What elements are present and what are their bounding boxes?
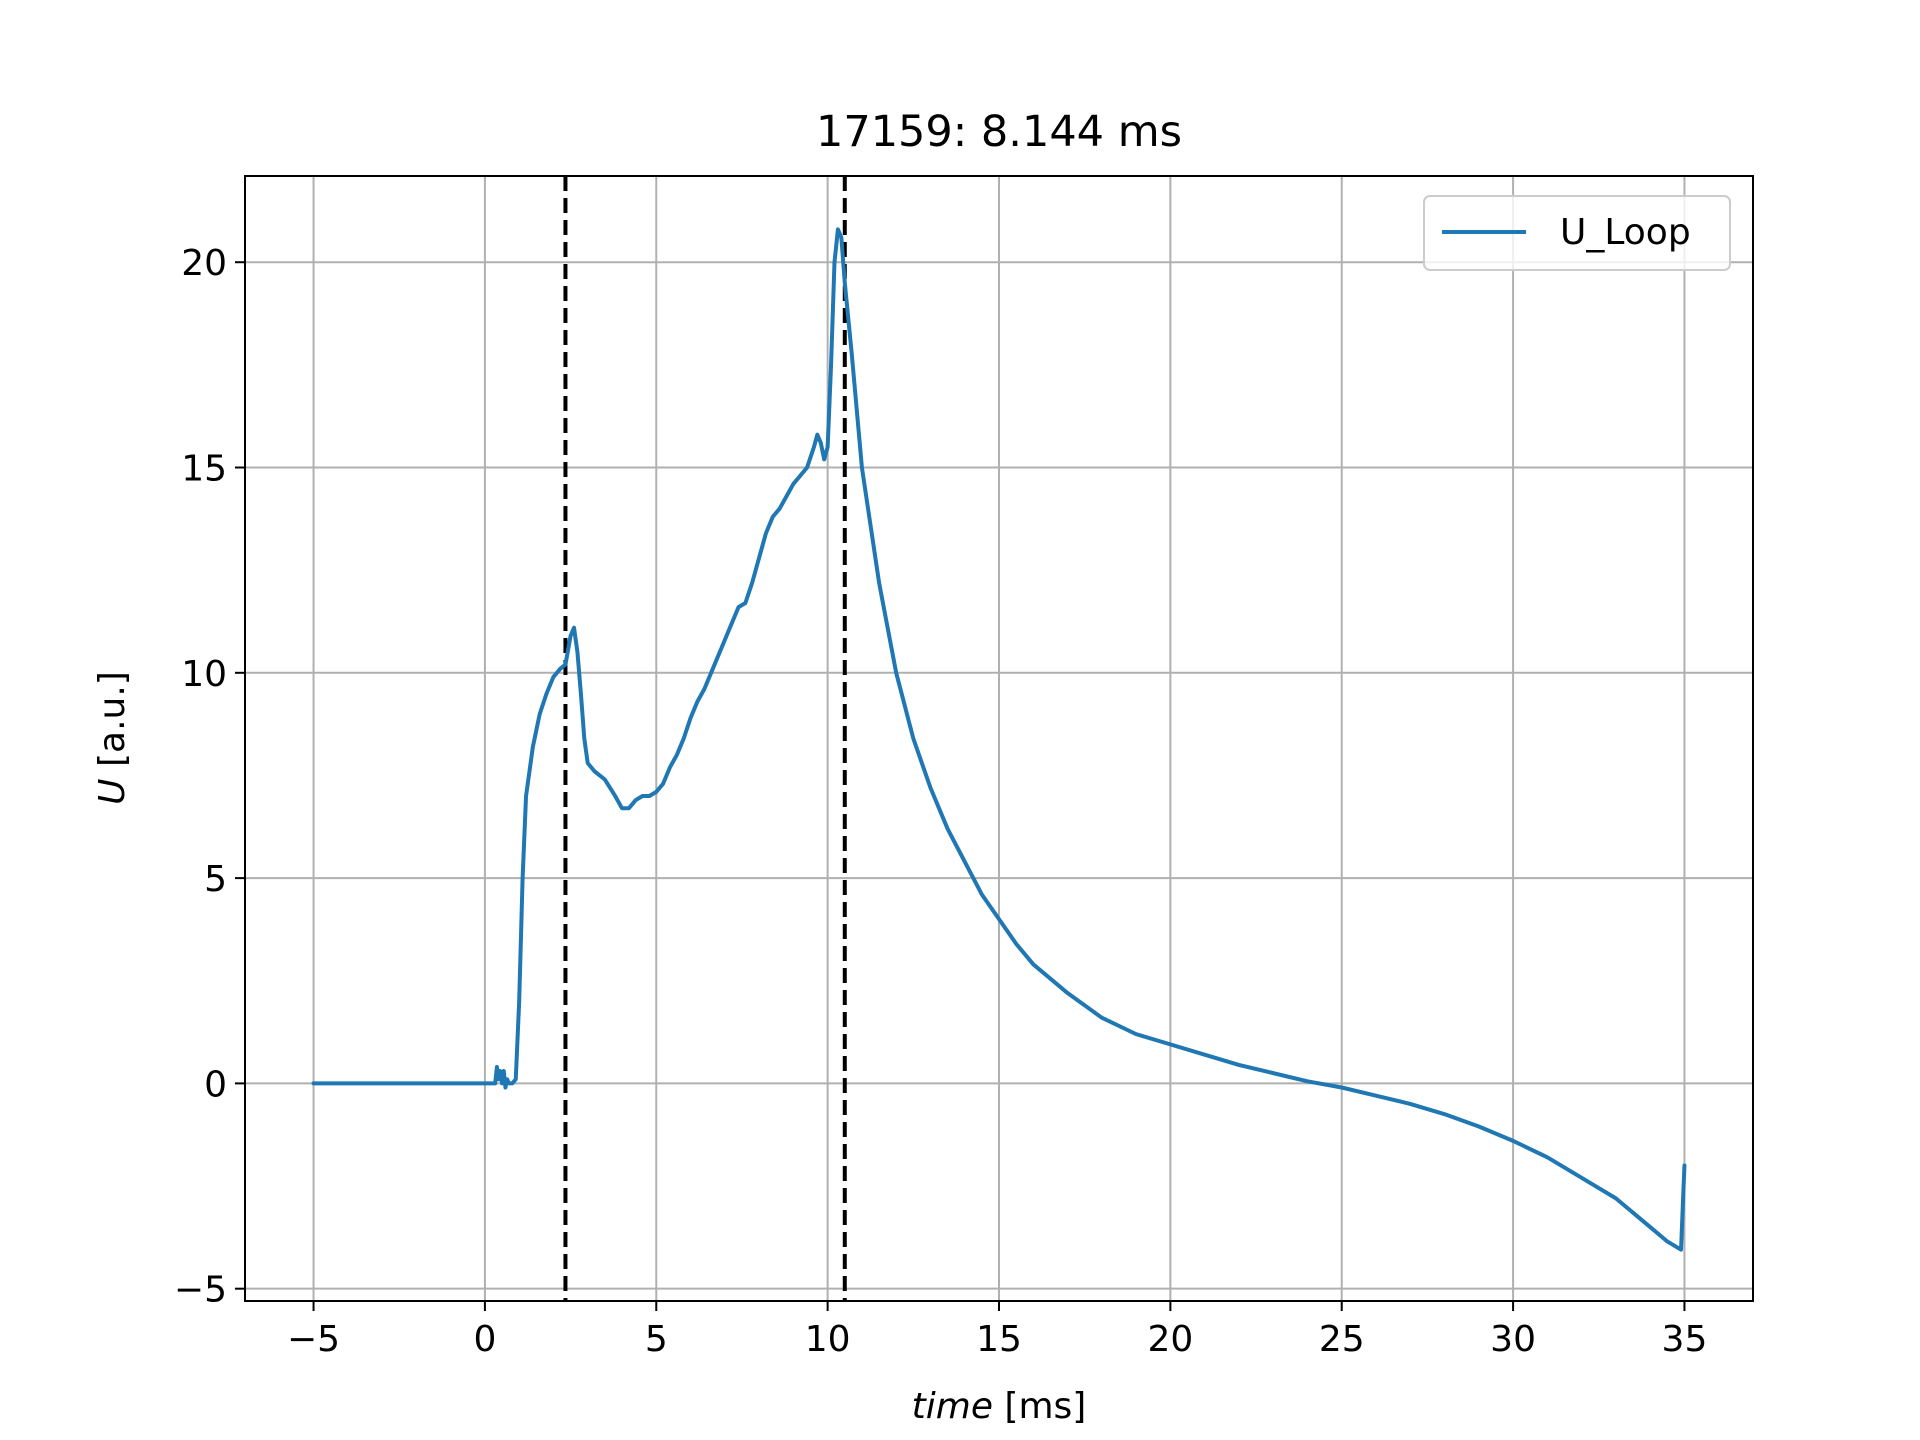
y-axis-label-name: U — [92, 778, 133, 804]
x-tick-label: −5 — [287, 1319, 340, 1360]
y-tick-label: 0 — [204, 1064, 227, 1105]
x-tick-label: 35 — [1662, 1319, 1708, 1360]
y-axis-label: U [a.u.] — [92, 671, 133, 805]
x-tick-label: 5 — [645, 1319, 668, 1360]
x-axis-label-name: time — [912, 1386, 993, 1427]
grid — [245, 176, 1753, 1301]
y-tick-label: −5 — [174, 1270, 227, 1311]
x-axis-label-unit: [ms] — [993, 1386, 1086, 1427]
x-tick-label: 15 — [976, 1319, 1022, 1360]
legend-box — [1423, 195, 1731, 271]
x-axis-ticks: −5 0 5 10 15 20 25 30 35 — [287, 1301, 1707, 1360]
x-axis-label: time [ms] — [912, 1386, 1087, 1427]
y-tick-label: 20 — [181, 243, 227, 284]
y-tick-label: 15 — [181, 449, 227, 490]
x-tick-label: 20 — [1147, 1319, 1193, 1360]
x-tick-label: 30 — [1490, 1319, 1536, 1360]
chart-title: 17159: 8.144 ms — [816, 107, 1182, 157]
y-tick-label: 5 — [204, 859, 227, 900]
series-layer — [311, 227, 1687, 1252]
series-line-u-loop — [311, 227, 1687, 1252]
y-axis-ticks: −5 0 5 10 15 20 — [174, 243, 245, 1311]
legend: U_Loop — [1423, 195, 1731, 271]
legend-label-u-loop: U_Loop — [1560, 212, 1691, 253]
x-tick-label: 0 — [473, 1319, 496, 1360]
vertical-markers — [563, 176, 847, 1301]
x-tick-label: 25 — [1319, 1319, 1365, 1360]
x-tick-label: 10 — [805, 1319, 851, 1360]
y-axis-label-unit: [a.u.] — [92, 671, 133, 778]
y-tick-label: 10 — [181, 654, 227, 695]
